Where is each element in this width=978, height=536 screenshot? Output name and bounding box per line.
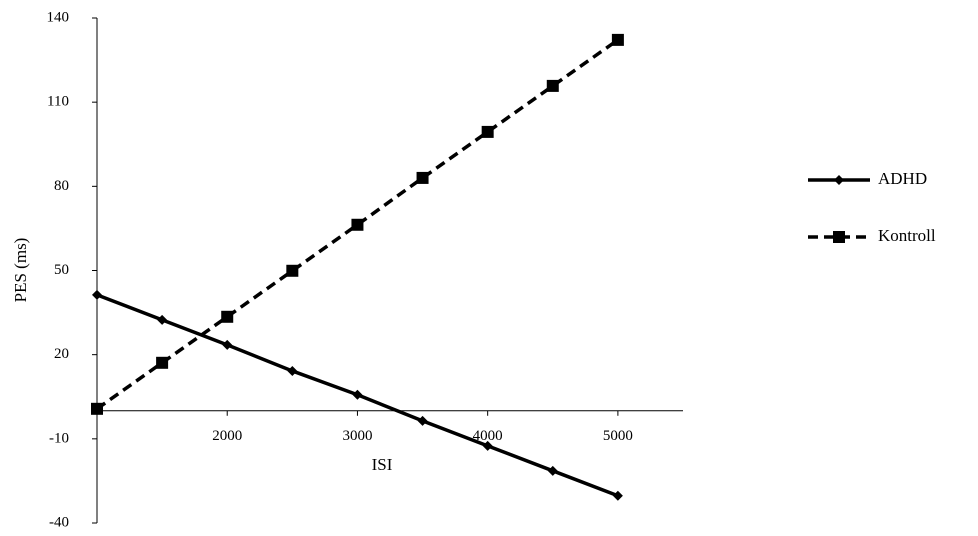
- data-point: [92, 289, 102, 300]
- legend-label: Kontroll: [878, 226, 936, 245]
- data-point: [482, 440, 493, 451]
- y-tick-label: -10: [49, 430, 69, 446]
- x-tick-label: 3000: [342, 428, 372, 444]
- y-tick-label: 50: [54, 262, 69, 278]
- data-point: [157, 314, 168, 325]
- data-point: [221, 310, 234, 323]
- x-axis-title: ISI: [372, 455, 393, 474]
- data-point: [417, 415, 428, 426]
- y-tick-label: 80: [54, 178, 69, 194]
- y-tick-label: 20: [54, 346, 69, 362]
- data-point: [547, 465, 558, 476]
- data-point: [611, 33, 624, 46]
- data-point: [351, 218, 364, 231]
- y-tick-label: 110: [47, 94, 69, 110]
- x-tick-label: 2000: [212, 428, 242, 444]
- data-point: [546, 79, 559, 92]
- data-point: [287, 365, 298, 376]
- legend-marker: [834, 175, 844, 185]
- data-point: [352, 389, 363, 400]
- y-axis-title: PES (ms): [11, 238, 30, 303]
- data-point: [612, 490, 623, 501]
- data-point: [286, 264, 299, 277]
- x-tick-label: 4000: [473, 428, 503, 444]
- data-point: [416, 171, 429, 184]
- data-point: [91, 402, 103, 415]
- data-point: [481, 125, 494, 138]
- y-tick-label: -40: [49, 514, 69, 530]
- y-tick-label: 140: [47, 9, 70, 25]
- data-point: [156, 356, 169, 369]
- legend-marker: [833, 231, 845, 243]
- data-point: [222, 339, 233, 350]
- x-tick-label: 5000: [603, 428, 633, 444]
- series-line: [95, 38, 619, 411]
- legend-label: ADHD: [878, 169, 927, 188]
